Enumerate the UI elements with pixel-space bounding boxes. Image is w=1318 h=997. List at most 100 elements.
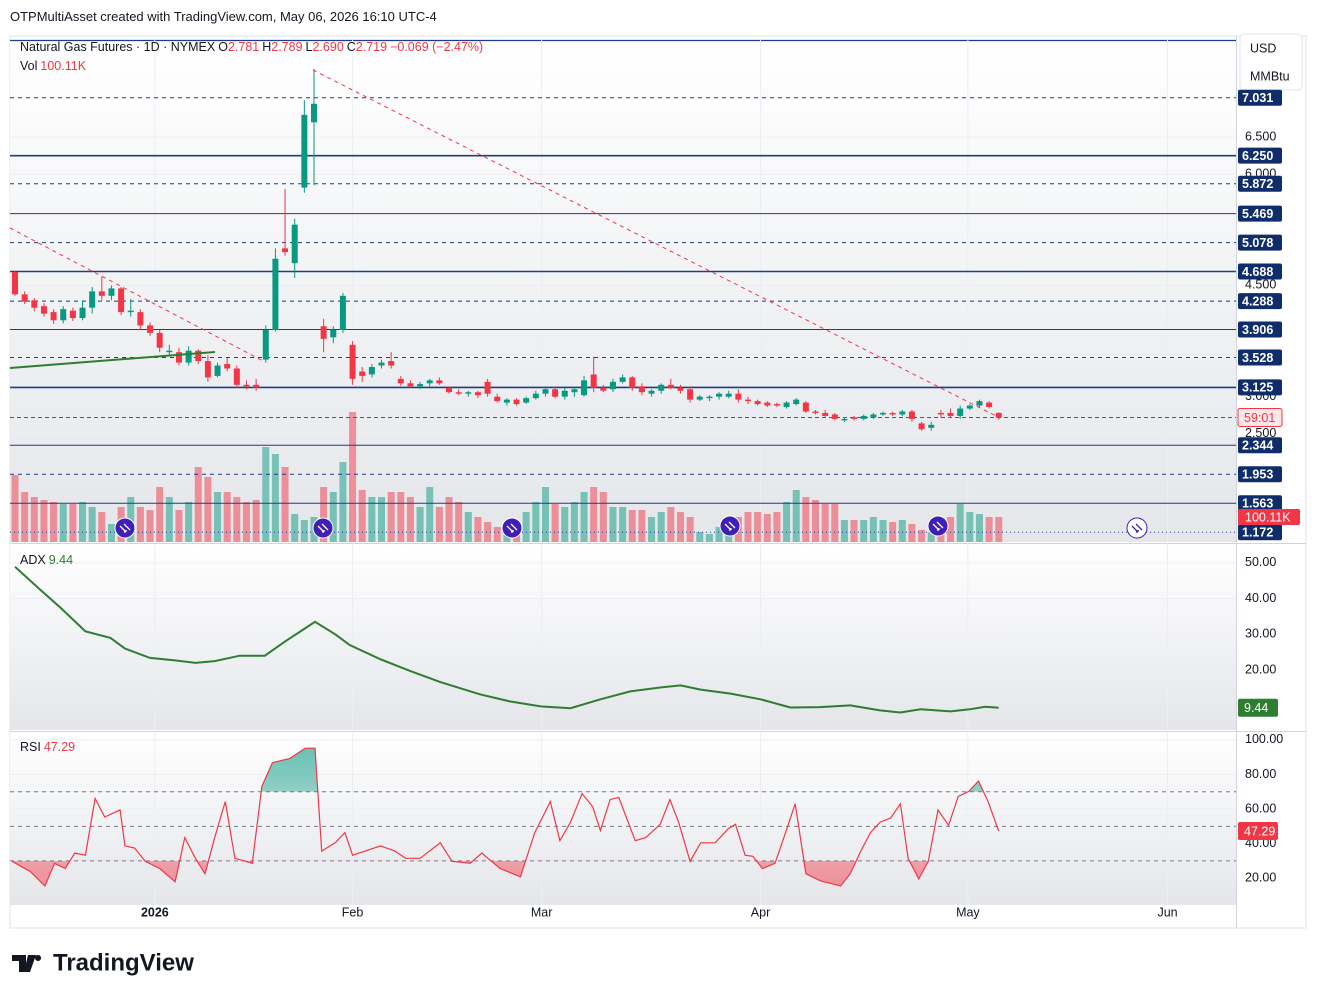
volume-bar — [541, 487, 549, 542]
volume-bar — [966, 512, 974, 542]
volume-bar — [185, 502, 193, 542]
level-label-box — [1238, 263, 1282, 280]
level-label-box — [1238, 349, 1282, 366]
candle-body — [474, 392, 481, 396]
candle-body — [108, 288, 115, 296]
volume-bar — [368, 497, 376, 542]
last-value: 47.29 — [1244, 824, 1275, 838]
candle-body — [494, 396, 501, 402]
candle-body — [638, 386, 645, 393]
level-label: 1.563 — [1242, 497, 1273, 511]
indicator-line — [14, 566, 999, 714]
volume-label-box — [1238, 508, 1300, 525]
candle-body — [812, 411, 819, 413]
volume-bar — [339, 462, 347, 542]
volume-bar — [522, 512, 530, 542]
y-tick-label: 20.00 — [1245, 871, 1276, 885]
candle-body — [204, 361, 211, 378]
volume-bar — [908, 524, 916, 542]
candle-body — [609, 381, 616, 390]
candle-body — [214, 365, 221, 376]
volume-bar — [378, 497, 386, 542]
volume-bar — [11, 475, 19, 542]
volume-bar — [435, 507, 443, 542]
volume-bar — [98, 512, 106, 542]
event-icon[interactable] — [501, 517, 523, 539]
volume-bar — [580, 492, 588, 542]
volume-bar — [175, 510, 183, 542]
candle-body — [262, 329, 269, 360]
level-label: 4.688 — [1242, 265, 1273, 279]
candle-body — [542, 389, 549, 394]
event-icon[interactable] — [719, 515, 741, 537]
last-value-box — [1238, 822, 1278, 841]
candle-body — [436, 380, 443, 384]
candle-body — [50, 312, 57, 321]
logo-mark — [12, 955, 42, 972]
legend-value: 2.781 — [227, 40, 260, 54]
candle-body — [513, 399, 520, 405]
candle-body — [31, 300, 38, 308]
x-tick-label: May — [956, 905, 980, 919]
volume-bar — [397, 492, 405, 542]
candle-body — [310, 103, 317, 123]
level-label: 4.288 — [1242, 294, 1273, 308]
candle-body — [503, 399, 510, 403]
level-label: 1.953 — [1242, 468, 1273, 482]
candle-body — [156, 332, 163, 348]
volume-bar — [754, 512, 762, 542]
volume-bar — [146, 510, 154, 542]
volume-bar — [464, 512, 472, 542]
volume-bar — [802, 497, 810, 542]
trend-line — [312, 69, 1001, 419]
logo: TradingView — [12, 949, 194, 976]
vol-value: 100.11K — [40, 59, 87, 73]
volume-bar — [975, 514, 983, 542]
event-icon[interactable] — [1126, 517, 1148, 539]
volume-bar — [985, 517, 993, 542]
legend-value: 2.719 — [355, 40, 388, 54]
candle-body — [687, 389, 694, 400]
volume-bar — [686, 517, 694, 542]
candle-body — [716, 393, 723, 397]
legend-key: O — [218, 40, 228, 54]
candle-body — [291, 224, 298, 264]
candle-body — [253, 384, 260, 388]
volume-bar — [792, 490, 800, 542]
level-label-box — [1238, 495, 1282, 512]
candle-body — [735, 393, 742, 400]
legend-value: 2.690 — [312, 40, 344, 54]
candle-body — [272, 258, 279, 330]
candle-body — [581, 380, 588, 396]
volume-bar — [474, 517, 482, 542]
candle-body — [629, 377, 636, 388]
candle-body — [908, 411, 915, 419]
level-label-box — [1238, 89, 1282, 106]
candle-body — [195, 350, 202, 362]
x-tick-label: Feb — [342, 905, 364, 919]
legend-title: Natural Gas Futures · 1D · NYMEX — [20, 40, 216, 54]
volume-bar — [406, 497, 414, 542]
volume-bar — [995, 516, 1003, 542]
candle-body — [841, 418, 848, 421]
volume-bar — [30, 497, 38, 542]
volume-bar — [262, 447, 270, 542]
event-icon[interactable] — [927, 515, 949, 537]
volume-bar — [821, 504, 829, 542]
event-icon[interactable] — [312, 517, 334, 539]
indicator-line — [11, 747, 1000, 888]
legend-value: 2.789 — [271, 40, 303, 54]
candle-body — [79, 307, 86, 319]
candle-body — [696, 396, 703, 400]
event-icon[interactable] — [114, 517, 136, 539]
volume-bar — [860, 520, 868, 542]
level-label-box — [1238, 379, 1282, 396]
volume-bar — [281, 467, 289, 542]
candle-body — [937, 412, 944, 415]
legend-change: −0.069 (−2.47%) — [390, 40, 484, 54]
level-label-box — [1238, 466, 1282, 483]
volume-bar — [879, 520, 887, 542]
candle-body — [426, 380, 433, 384]
candle-body — [802, 402, 809, 412]
